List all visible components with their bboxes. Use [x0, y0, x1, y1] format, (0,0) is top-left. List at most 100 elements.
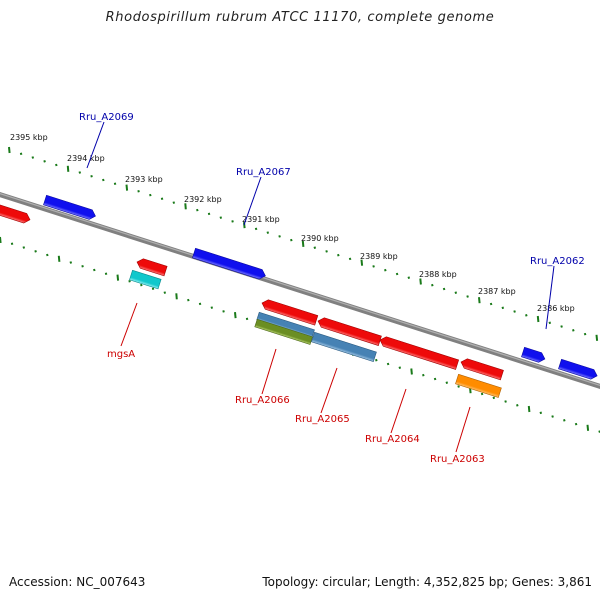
- scale-minor-tick: [128, 280, 131, 283]
- scale-minor-tick: [245, 317, 249, 321]
- scale-tick-label: 2394 kbp: [67, 154, 105, 163]
- scale-tick-label: 2389 kbp: [360, 252, 398, 261]
- scale-minor-tick: [231, 220, 234, 223]
- scale-minor-tick: [160, 197, 164, 201]
- scale-major-tick: [301, 240, 305, 247]
- scale-minor-tick: [290, 238, 293, 242]
- gene-feature-rru-a2062[interactable]: [558, 358, 598, 380]
- scale-minor-tick: [149, 193, 152, 197]
- gene-label-rru-a2069[interactable]: Rru_A2069: [79, 112, 134, 123]
- scale-minor-tick: [151, 287, 155, 291]
- scale-minor-tick: [219, 216, 223, 219]
- scale-major-tick: [125, 184, 129, 191]
- scale-minor-tick: [422, 373, 425, 377]
- gene-label-rru-a2064[interactable]: Rru_A2064: [365, 434, 420, 445]
- reverse-strand-genes: [0, 201, 504, 398]
- gene-feature-rru-a2065[interactable]: [311, 331, 377, 362]
- scale-tick-label: 2390 kbp: [301, 234, 339, 243]
- scale-tick-label: 2393 kbp: [125, 175, 163, 184]
- scale-minor-tick: [516, 404, 519, 407]
- scale-minor-tick: [196, 208, 199, 212]
- gene-label-rru-a2067[interactable]: Rru_A2067: [236, 167, 291, 178]
- scale-minor-tick: [525, 314, 528, 317]
- scale-minor-tick: [454, 291, 458, 294]
- scale-major-tick: [184, 203, 187, 210]
- footer-summary: Topology: circular; Length: 4,352,825 bp…: [262, 575, 592, 589]
- gene-feature-rru-a2069[interactable]: [43, 194, 97, 221]
- scale-minor-tick: [210, 306, 214, 309]
- scale-minor-tick: [69, 261, 73, 264]
- scale-minor-tick: [278, 235, 281, 238]
- scale-minor-tick: [551, 415, 554, 418]
- scale-major-tick: [527, 405, 531, 413]
- gene-label-rru-a2066[interactable]: Rru_A2066: [235, 395, 290, 406]
- gene-feature-red-a2065-upper[interactable]: [316, 316, 382, 346]
- forward-strand-genes: [43, 194, 598, 380]
- gene-label-rru-a2065[interactable]: Rru_A2065: [295, 414, 350, 425]
- scale-major-tick: [410, 368, 413, 375]
- scale-major-tick: [360, 259, 364, 266]
- scale-minor-tick: [90, 175, 93, 178]
- scale-minor-tick: [207, 212, 211, 216]
- scale-minor-tick: [583, 332, 587, 336]
- leader-line-rru-a2063: [455, 406, 471, 453]
- scale-major-tick: [0, 236, 2, 244]
- scale-minor-tick: [492, 396, 496, 400]
- scale-minor-tick: [187, 298, 190, 302]
- scale-minor-tick: [337, 253, 340, 257]
- scale-minor-tick: [348, 257, 352, 261]
- gene-feature-red-partial[interactable]: [0, 201, 32, 224]
- scale-minor-tick: [572, 329, 575, 332]
- gene-feature-rru-a2066-upper[interactable]: [260, 298, 319, 326]
- scale-minor-tick: [163, 291, 167, 294]
- gene-feature-rru-a2064[interactable]: [378, 335, 460, 370]
- scale-minor-tick: [325, 250, 328, 253]
- label-leaders: [86, 121, 555, 453]
- leader-line-rru-a2069: [86, 121, 105, 169]
- scale-minor-tick: [563, 419, 566, 422]
- scale-minor-tick: [489, 302, 493, 306]
- genome-backbone-highlight: [0, 192, 600, 387]
- gene-feature-red-a2063-upper[interactable]: [459, 357, 504, 381]
- scale-minor-tick: [31, 156, 35, 159]
- gene-feature-rru-a2067[interactable]: [192, 247, 266, 280]
- scale-minor-tick: [395, 272, 399, 276]
- scale-major-tick: [175, 293, 178, 300]
- scale-major-tick: [57, 255, 61, 262]
- gene-label-rru-a2062[interactable]: Rru_A2062: [530, 256, 585, 267]
- gene-feature-rru-a2063[interactable]: [455, 373, 502, 398]
- gene-feature-mgsa-upper[interactable]: [135, 257, 168, 277]
- scale-minor-tick: [431, 283, 434, 287]
- leader-line-rru-a2062: [545, 265, 555, 330]
- leader-line-rru-a2066: [261, 348, 277, 395]
- scale-minor-tick: [137, 190, 140, 193]
- scale-tick-label: 2391 kbp: [242, 215, 280, 224]
- gene-label-rru-a2063[interactable]: Rru_A2063: [430, 454, 485, 465]
- gene-labels: Rru_A2069 Rru_A2067 Rru_A2062 mgsA Rru_A…: [79, 112, 585, 465]
- scale-minor-tick: [254, 227, 258, 231]
- gene-feature-rru-a2066[interactable]: [254, 318, 313, 345]
- scale-major-tick: [536, 315, 540, 323]
- scale-minor-tick: [43, 160, 46, 163]
- scale-minor-tick: [172, 201, 176, 204]
- scale-tick-label: 2388 kbp: [419, 270, 457, 279]
- scale-tick-label: 2392 kbp: [184, 195, 222, 204]
- scale-minor-tick: [93, 268, 96, 272]
- scale-minor-tick: [480, 392, 484, 396]
- scale-major-tick: [116, 274, 120, 281]
- gene-feature-blue-small[interactable]: [521, 346, 546, 364]
- scale-minor-tick: [140, 283, 143, 287]
- scale-tick-label: 2395 kbp: [10, 133, 48, 142]
- gene-feature-mgsa[interactable]: [129, 269, 162, 290]
- scale-minor-tick: [104, 272, 108, 276]
- leader-line-rru-a2065: [320, 367, 338, 414]
- scale-minor-tick: [222, 310, 225, 313]
- scale-minor-tick: [548, 321, 552, 325]
- leader-line-rru-a2067: [243, 176, 262, 226]
- scale-major-tick: [419, 278, 422, 285]
- scale-minor-tick: [407, 276, 411, 279]
- gene-label-mgsa[interactable]: mgsA: [107, 349, 135, 360]
- scale-minor-tick: [34, 250, 37, 253]
